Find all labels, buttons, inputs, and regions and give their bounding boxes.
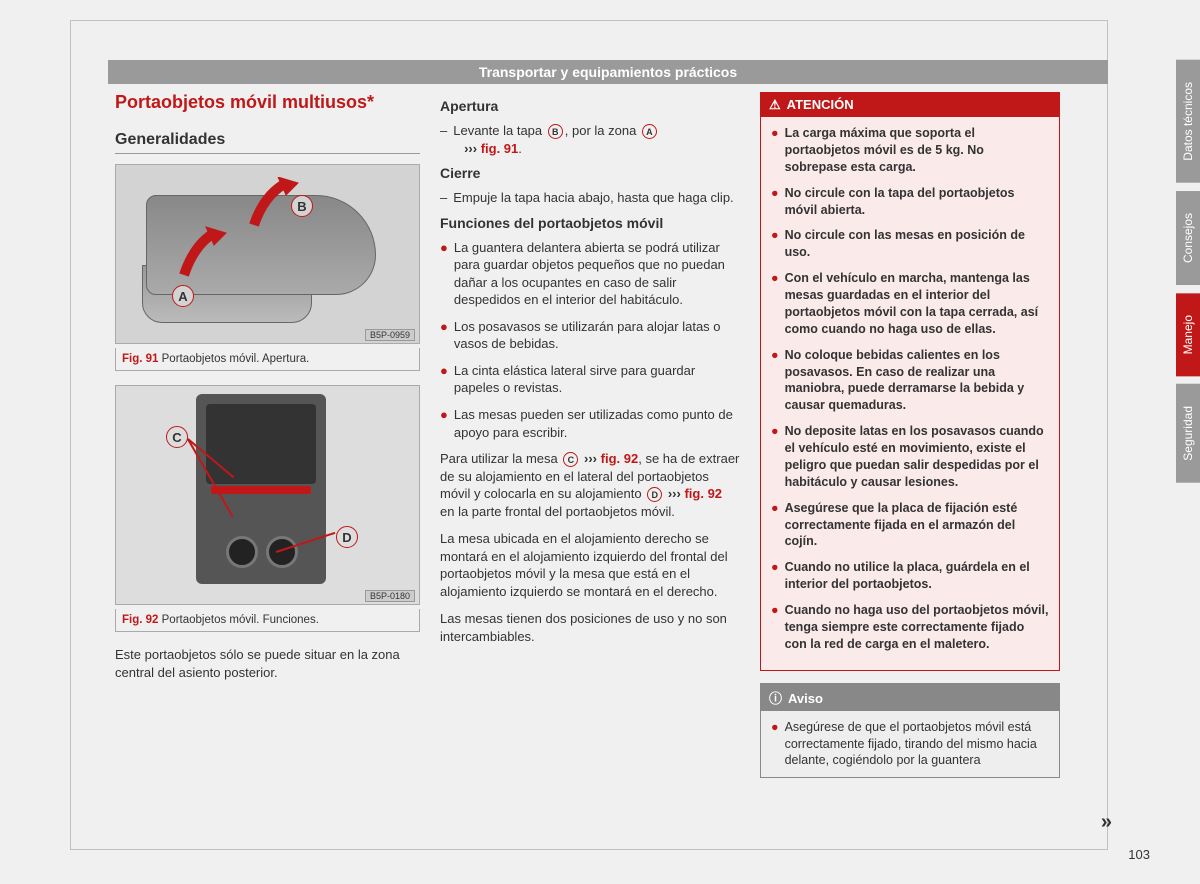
atencion-body: ●La carga máxima que soporta el portaobj…: [761, 117, 1059, 670]
chevron-icon: ›››: [584, 451, 597, 466]
atencion-b6: No deposite latas en los posavasos cuand…: [785, 423, 1049, 491]
apertura-mid: , por la zona: [565, 123, 640, 138]
side-tabs: Datos técnicos Consejos Manejo Seguridad: [1176, 60, 1200, 491]
fig92-caption: Fig. 92 Portaobjetos móvil. Funciones.: [115, 609, 420, 632]
fig92-label-d: D: [336, 526, 358, 548]
aviso-box: Aviso ●Asegúrese de que el portaobjetos …: [760, 683, 1060, 779]
fig92-label: Fig. 92: [122, 614, 158, 626]
apertura-pre: Levante la tapa: [453, 123, 546, 138]
func-b1-text: La guantera delantera abierta se podrá u…: [454, 239, 740, 309]
fig91-label-b: B: [291, 195, 313, 217]
atencion-b7: Asegúrese que la placa de fijación esté …: [785, 500, 1049, 551]
bullet-icon: ●: [771, 347, 779, 415]
dash-icon: –: [440, 122, 447, 157]
figure-91: A B B5P-0959: [115, 164, 420, 344]
column-2: Apertura – Levante la tapa B, por la zon…: [440, 92, 740, 656]
func-b2: ●Los posavasos se utilizarán para alojar…: [440, 318, 740, 353]
dash-icon: –: [440, 189, 447, 207]
aviso-body: ●Asegúrese de que el portaobjetos móvil …: [761, 711, 1059, 778]
atencion-b8: Cuando no utilice la placa, guárdela en …: [785, 559, 1049, 593]
fig92-strap: [211, 486, 311, 494]
fig92-label-c: C: [166, 426, 188, 448]
atencion-b1: La carga máxima que soporta el portaobje…: [785, 125, 1049, 176]
tab-consejos[interactable]: Consejos: [1176, 191, 1200, 285]
ref-fig92-2: fig. 92: [684, 486, 722, 501]
atencion-box: ATENCIÓN ●La carga máxima que soporta el…: [760, 92, 1060, 671]
figure-92: C D B5P-0180: [115, 385, 420, 605]
header-bar: Transportar y equipamientos prácticos: [108, 60, 1108, 84]
circle-b: B: [548, 124, 563, 139]
bullet-icon: ●: [771, 559, 779, 593]
apertura-heading: Apertura: [440, 98, 740, 114]
fig92-cup-left: [226, 536, 258, 568]
bullet-icon: ●: [771, 423, 779, 491]
bullet-icon: ●: [771, 602, 779, 653]
func-b3-text: La cinta elástica lateral sirve para gua…: [454, 362, 740, 397]
bullet-icon: ●: [440, 239, 448, 309]
column-3: ATENCIÓN ●La carga máxima que soporta el…: [760, 92, 1060, 778]
cierre-heading: Cierre: [440, 165, 740, 181]
fig91-label: Fig. 91: [122, 353, 158, 365]
bullet-icon: ●: [771, 185, 779, 219]
col2-p4: Las mesas tienen dos posiciones de uso y…: [440, 610, 740, 645]
ref-fig92-1: fig. 92: [601, 451, 639, 466]
func-b4-text: Las mesas pueden ser utilizadas como pun…: [454, 406, 740, 441]
fig92-inner: [206, 404, 316, 484]
fig91-caption: Fig. 91 Portaobjetos móvil. Apertura.: [115, 348, 420, 371]
bullet-icon: ●: [440, 406, 448, 441]
fig91-caption-text: Portaobjetos móvil. Apertura.: [162, 353, 310, 365]
atencion-b2: No circule con la tapa del portaobjetos …: [785, 185, 1049, 219]
atencion-b4: Con el vehículo en marcha, mantenga las …: [785, 270, 1049, 338]
fig92-cup-right: [266, 536, 298, 568]
p2-pre: Para utilizar la mesa: [440, 451, 561, 466]
circle-c: C: [563, 452, 578, 467]
fig92-code: B5P-0180: [365, 590, 415, 602]
func-heading: Funciones del portaobjetos móvil: [440, 215, 740, 231]
bullet-icon: ●: [440, 362, 448, 397]
page-title: Portaobjetos móvil multiusos*: [115, 92, 420, 113]
aviso-header: Aviso: [761, 684, 1059, 711]
bullet-icon: ●: [440, 318, 448, 353]
atencion-b3: No circule con las mesas en posición de …: [785, 227, 1049, 261]
tab-datos-tecnicos[interactable]: Datos técnicos: [1176, 60, 1200, 183]
continue-mark: »: [1101, 811, 1112, 834]
circle-a: A: [642, 124, 657, 139]
atencion-b9: Cuando no haga uso del portaobjetos móvi…: [785, 602, 1049, 653]
cierre-text: Empuje la tapa hacia abajo, hasta que ha…: [453, 189, 733, 207]
apertura-item: – Levante la tapa B, por la zona A ››› f…: [440, 122, 740, 157]
atencion-b5: No coloque bebidas calientes en los posa…: [785, 347, 1049, 415]
apertura-text: Levante la tapa B, por la zona A ››› fig…: [453, 122, 659, 157]
func-b3: ●La cinta elástica lateral sirve para gu…: [440, 362, 740, 397]
col1-footer-text: Este portaobjetos sólo se puede situar e…: [115, 646, 420, 681]
chevron-icon: ›››: [668, 486, 681, 501]
col2-p2: Para utilizar la mesa C ››› fig. 92, se …: [440, 450, 740, 520]
bullet-icon: ●: [771, 270, 779, 338]
circle-d: D: [647, 487, 662, 502]
bullet-icon: ●: [771, 719, 779, 770]
func-b1: ●La guantera delantera abierta se podrá …: [440, 239, 740, 309]
func-b2-text: Los posavasos se utilizarán para alojar …: [454, 318, 740, 353]
tab-seguridad[interactable]: Seguridad: [1176, 384, 1200, 483]
cierre-item: – Empuje la tapa hacia abajo, hasta que …: [440, 189, 740, 207]
page-number: 103: [1128, 847, 1150, 862]
p2-post: en la parte frontal del portaobjetos móv…: [440, 504, 675, 519]
col2-p3: La mesa ubicada en el alojamiento derech…: [440, 530, 740, 600]
column-1: Portaobjetos móvil multiusos* Generalida…: [115, 92, 420, 691]
ref-fig91: fig. 91: [481, 141, 519, 156]
fig91-arrow-a: [174, 225, 234, 285]
chevron-icon: ›››: [464, 141, 477, 156]
bullet-icon: ●: [771, 500, 779, 551]
func-b4: ●Las mesas pueden ser utilizadas como pu…: [440, 406, 740, 441]
tab-manejo[interactable]: Manejo: [1176, 293, 1200, 376]
fig91-code: B5P-0959: [365, 329, 415, 341]
aviso-b1: Asegúrese de que el portaobjetos móvil e…: [785, 719, 1049, 770]
bullet-icon: ●: [771, 227, 779, 261]
atencion-header: ATENCIÓN: [761, 93, 1059, 117]
fig92-caption-text: Portaobjetos móvil. Funciones.: [162, 614, 319, 626]
section-heading: Generalidades: [115, 131, 420, 154]
bullet-icon: ●: [771, 125, 779, 176]
fig91-label-a: A: [172, 285, 194, 307]
